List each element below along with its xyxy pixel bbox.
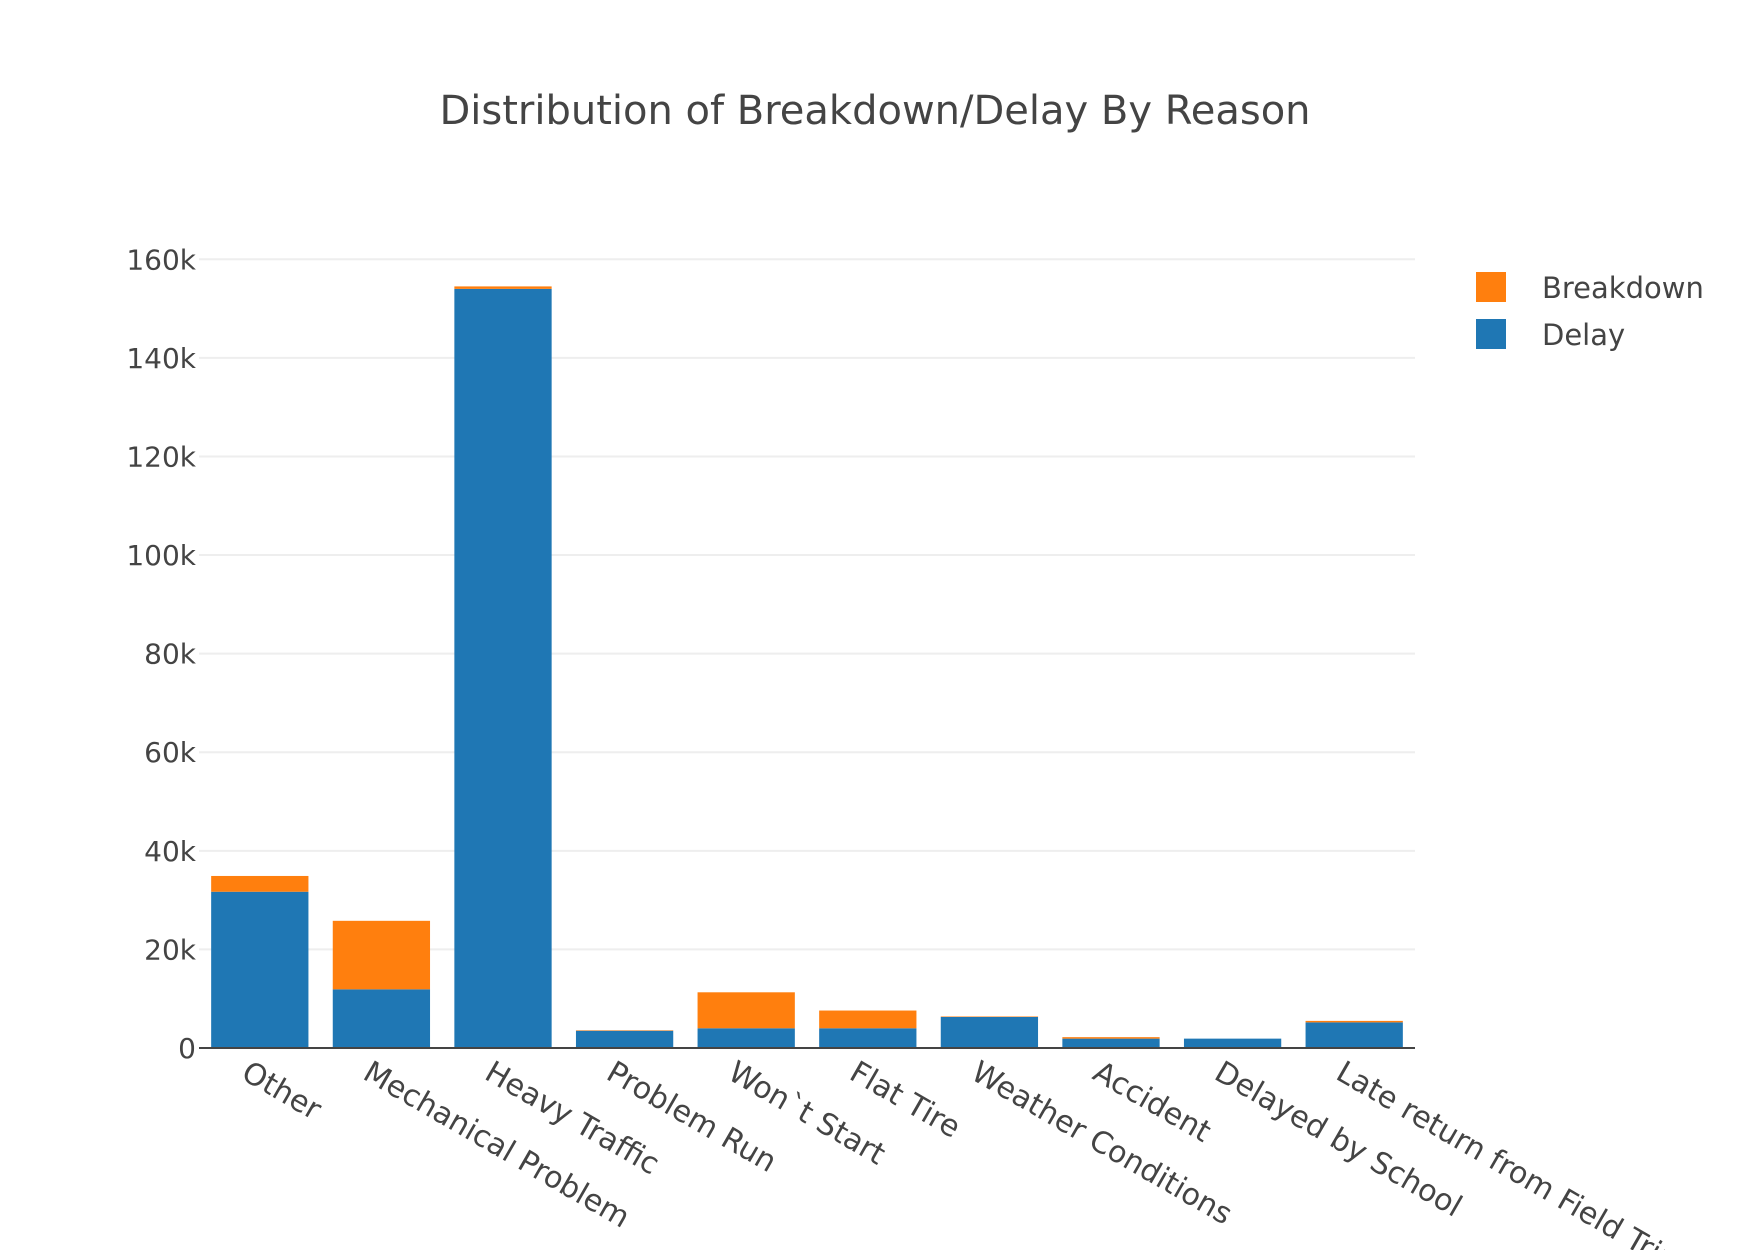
legend-label: Delay xyxy=(1542,318,1625,352)
legend-swatch xyxy=(1476,272,1506,302)
bar-breakdown[interactable] xyxy=(332,920,431,990)
bar-delay[interactable] xyxy=(332,989,431,1048)
y-tick-label: 60k xyxy=(144,736,197,769)
bar-delay[interactable] xyxy=(211,891,309,1048)
x-tick-label: Other xyxy=(236,1055,328,1128)
bars xyxy=(211,286,1403,1048)
y-tick-label: 40k xyxy=(144,835,197,868)
legend[interactable]: Breakdown Delay xyxy=(1476,271,1704,352)
y-tick-label: 20k xyxy=(144,933,197,966)
bar-breakdown[interactable] xyxy=(819,1010,917,1029)
y-tick-label: 160k xyxy=(126,243,196,276)
bar-delay[interactable] xyxy=(940,1016,1039,1048)
y-tick-label: 120k xyxy=(126,440,196,473)
bar-delay[interactable] xyxy=(697,1028,795,1048)
legend-item-breakdown[interactable]: Breakdown xyxy=(1476,271,1704,305)
gridlines xyxy=(199,258,1415,951)
legend-swatch xyxy=(1476,319,1506,349)
chart-title: Distribution of Breakdown/Delay By Reaso… xyxy=(439,88,1310,134)
y-tick-label: 0 xyxy=(178,1032,196,1065)
legend-label: Breakdown xyxy=(1542,271,1704,305)
bar-delay[interactable] xyxy=(454,288,552,1048)
bar-delay[interactable] xyxy=(1305,1022,1403,1048)
bar-delay[interactable] xyxy=(575,1030,674,1048)
bar-breakdown[interactable] xyxy=(1062,1037,1160,1039)
bar-breakdown[interactable] xyxy=(454,286,552,289)
bar-breakdown[interactable] xyxy=(1305,1020,1403,1023)
y-tick-label: 80k xyxy=(144,638,197,671)
y-axis-ticks: 0 20k 40k 60k 80k 100k 120k 140k 160k xyxy=(126,243,196,1065)
bar-delay[interactable] xyxy=(1062,1038,1160,1048)
bar-delay[interactable] xyxy=(1183,1038,1282,1048)
bar-breakdown[interactable] xyxy=(211,875,309,892)
bar-delay[interactable] xyxy=(819,1028,917,1048)
legend-item-delay[interactable]: Delay xyxy=(1476,318,1625,352)
y-tick-label: 140k xyxy=(126,342,196,375)
y-tick-label: 100k xyxy=(126,539,196,572)
bar-breakdown[interactable] xyxy=(697,992,795,1029)
